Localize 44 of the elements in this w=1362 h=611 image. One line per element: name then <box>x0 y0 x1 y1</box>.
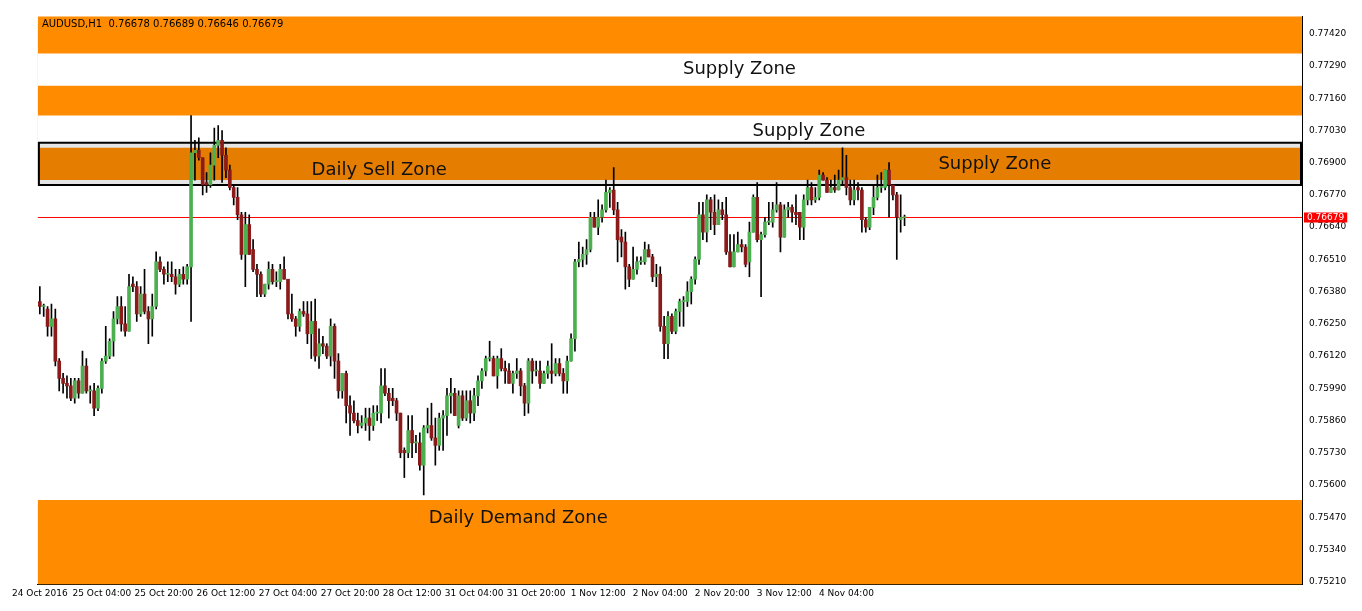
x-tick-label: 25 Oct 20:00 <box>134 587 194 598</box>
y-tick-label: 0.76510 <box>1309 253 1347 264</box>
band-label: Supply Zone <box>683 57 796 79</box>
y-tick-label: 0.76900 <box>1309 157 1347 168</box>
x-tick-label: 4 Nov 04:00 <box>818 587 875 598</box>
y-tick-label: 0.75470 <box>1309 511 1347 522</box>
y-tick-label: 0.76770 <box>1309 189 1347 200</box>
x-tick-label: 31 Oct 20:00 <box>506 587 566 598</box>
y-tick-label: 0.76380 <box>1309 285 1347 296</box>
y-tick-label: 0.76120 <box>1309 350 1347 361</box>
candlestick <box>38 286 42 315</box>
candlestick <box>65 375 69 399</box>
x-tick-label: 2 Nov 04:00 <box>632 587 688 598</box>
x-tick-label: 27 Oct 20:00 <box>320 587 380 598</box>
y-tick-label: 0.75730 <box>1309 447 1347 458</box>
y-tick-label: 0.75340 <box>1309 543 1347 554</box>
x-tick-label: 3 Nov 12:00 <box>756 587 813 598</box>
y-tick-label: 0.76640 <box>1309 221 1347 232</box>
y-tick-label: 0.77160 <box>1309 92 1347 103</box>
x-tick-label: 1 Nov 12:00 <box>570 587 626 598</box>
y-tick-label: 0.75210 <box>1309 576 1347 587</box>
band-label: Supply Zone <box>752 119 866 141</box>
y-tick-label: 0.75600 <box>1309 479 1347 490</box>
x-tick-label: 24 Oct 2016 <box>12 587 68 598</box>
band-label: Daily Sell Zone <box>311 157 447 179</box>
x-tick-label: 2 Nov 20:00 <box>694 587 751 598</box>
y-tick-label: 0.77290 <box>1309 60 1347 71</box>
y-tick-label: 0.75860 <box>1309 414 1347 425</box>
x-tick-label: 31 Oct 04:00 <box>444 587 504 598</box>
chart-title: AUDUSD,H1 0.76678 0.76689 0.76646 0.76679 <box>41 17 284 29</box>
x-tick-label: 25 Oct 04:00 <box>72 587 132 598</box>
candlestick <box>549 343 554 384</box>
band-label: Daily Demand Zone <box>428 506 608 528</box>
band-label: Supply Zone <box>938 151 1052 173</box>
y-tick-label: 0.76250 <box>1309 318 1347 329</box>
y-tick-label: 0.77420 <box>1309 28 1347 39</box>
ref-line-label: 0.76679 <box>1307 211 1345 222</box>
x-tick-label: 26 Oct 12:00 <box>196 587 256 598</box>
x-tick-label: 27 Oct 04:00 <box>258 587 318 598</box>
x-tick-label: 28 Oct 12:00 <box>382 587 442 598</box>
y-tick-label: 0.75990 <box>1309 382 1347 393</box>
candlestick <box>309 301 314 359</box>
y-tick-label: 0.77030 <box>1309 124 1347 135</box>
candlestick <box>794 194 798 226</box>
